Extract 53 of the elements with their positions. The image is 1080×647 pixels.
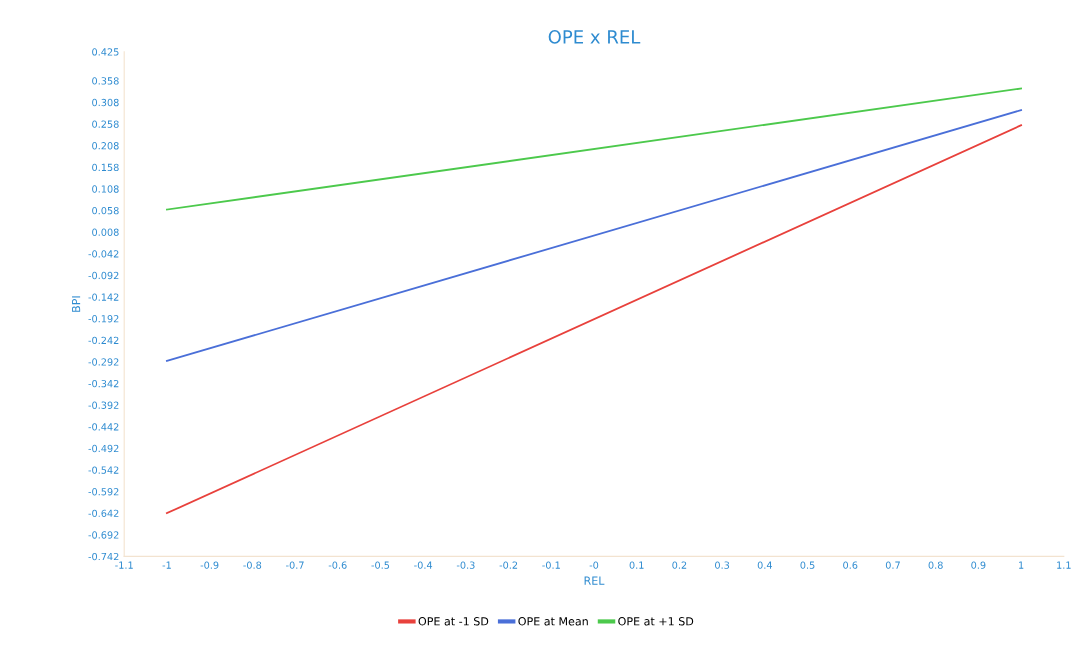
y-tick-label: 0.108 [92,185,119,193]
y-tick-label: 0.425 [92,48,119,56]
x-tick-label: 0.7 [885,561,900,569]
x-tick-label: -0.7 [286,561,304,569]
y-tick-label: 0.208 [92,142,119,150]
x-tick-label: 0.6 [843,561,858,569]
y-tick-label: 0.308 [92,98,119,107]
y-tick-label: -0.442 [88,423,119,431]
x-tick-label: 1 [1019,561,1024,569]
legend-label: OPE at -1 SD [418,617,489,626]
x-tick-label: 0.2 [672,561,687,569]
x-tick-label: -0.1 [542,561,560,569]
legend-label: OPE at +1 SD [618,617,694,626]
y-tick-label: 0.258 [92,120,119,128]
y-tick-label: -0.192 [88,315,119,323]
y-tick-label: -0.142 [88,293,119,301]
x-tick-label: 0.3 [715,561,730,569]
x-tick-label: 0.8 [928,561,943,569]
y-tick-label: -0.042 [88,250,119,258]
y-tick-label: -0.242 [88,336,119,345]
y-tick-label: -0.542 [88,466,119,474]
x-tick-label: -1.1 [115,561,133,569]
y-tick-label: -0.342 [88,379,119,388]
x-tick-label: 0.5 [800,561,815,569]
x-tick-label: -0.8 [243,561,262,569]
y-tick-label: -0.292 [88,358,119,366]
x-tick-label: 0.1 [629,561,644,569]
y-tick-label: -0.492 [88,444,119,453]
x-tick-label: -0.3 [456,561,475,569]
x-tick-label: -0.2 [499,561,518,569]
y-tick-label: -0.742 [88,552,119,561]
x-tick-label: -1 [162,561,171,569]
chart-title: OPE x REL [548,30,641,44]
x-tick-label: 0.4 [757,561,773,569]
x-tick-label: -0 [589,561,599,569]
y-tick-label: 0.058 [92,206,119,215]
x-tick-label: -0.9 [200,561,219,569]
y-tick-label: -0.692 [88,531,119,539]
y-tick-label: -0.592 [88,488,119,496]
x-tick-label: -0.4 [414,561,433,569]
y-tick-label: 0.358 [92,77,119,85]
x-tick-label: 1.1 [1057,561,1071,569]
x-tick-label: -0.6 [328,561,347,569]
x-tick-label: 0.9 [971,561,986,569]
y-tick-label: 0.008 [92,228,119,236]
y-tick-label: 0.158 [92,163,119,172]
legend-label: OPE at Mean [518,617,588,626]
y-tick-label: -0.092 [88,271,119,280]
x-tick-label: -0.5 [371,561,390,569]
y-axis-title: BPI [72,296,81,312]
y-tick-label: -0.642 [88,509,119,518]
y-tick-label: -0.392 [88,401,119,409]
x-axis-title: REL [584,576,605,585]
